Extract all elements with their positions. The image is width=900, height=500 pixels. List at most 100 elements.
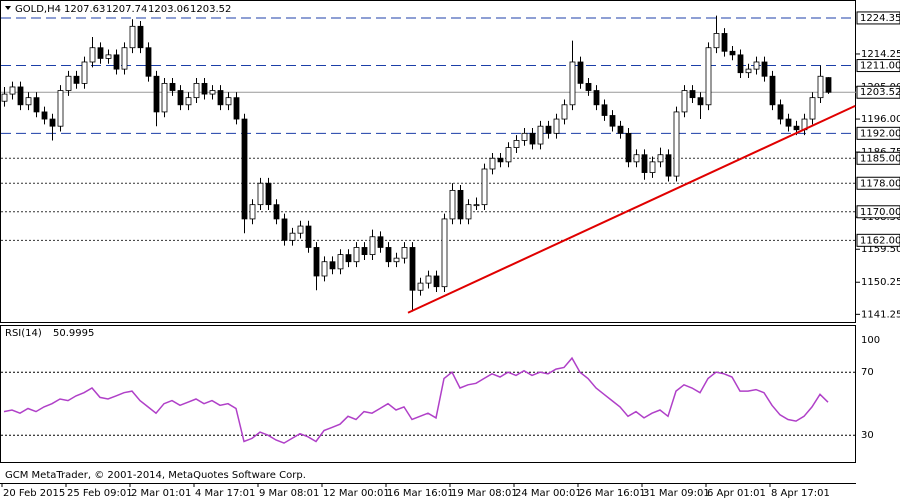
candle-body (497, 157, 504, 163)
y-tick-label: 1150.25 (861, 277, 900, 288)
rsi-tick-label: 70 (861, 367, 874, 378)
candle-body (561, 104, 568, 120)
menu-icon (5, 6, 11, 10)
rsi-tick-label: 100 (861, 335, 880, 346)
candle-body (697, 97, 704, 106)
candle-body (177, 90, 184, 106)
y-tick-label: 1159.50 (861, 244, 900, 255)
candle-body (825, 77, 832, 93)
candle-body (569, 61, 576, 106)
x-tick-label: 31 Mar 09:01 (643, 488, 710, 499)
candle-body (665, 154, 672, 177)
x-tick-label: 4 Mar 17:01 (195, 488, 255, 499)
candle-body (737, 54, 744, 74)
level-box (856, 151, 900, 165)
candle-body (361, 247, 368, 255)
x-tick-label: 12 Mar 00:01 (323, 488, 390, 499)
candle-body (201, 82, 208, 95)
candle-body (377, 236, 384, 248)
candle-body (129, 25, 136, 49)
candle-body (401, 247, 408, 259)
candle-body (249, 204, 256, 220)
candle-body (649, 161, 656, 173)
level-box (856, 59, 900, 73)
candle-body (785, 118, 792, 127)
candle-body (481, 168, 488, 206)
candle-body (369, 236, 376, 255)
candle-body (489, 157, 496, 170)
candle-body (297, 225, 304, 234)
candle-body (585, 82, 592, 91)
candle-body (1, 93, 8, 102)
level-box (856, 11, 900, 25)
candle-body (353, 247, 360, 263)
candle-body (257, 182, 264, 206)
candle-body (41, 111, 48, 120)
candle-body (161, 82, 168, 113)
rsi-tick-label: 30 (861, 430, 874, 441)
candle-body (769, 75, 776, 106)
candle-body (313, 247, 320, 277)
candle-body (609, 115, 616, 127)
candle-body (145, 47, 152, 77)
candle-body (345, 254, 352, 263)
level-label: 1170.00 (860, 207, 900, 218)
candle-body (777, 104, 784, 120)
candle-body (113, 54, 120, 70)
candle-body (745, 68, 752, 74)
candle-body (545, 125, 552, 134)
close-value: 1203.52 (190, 4, 231, 15)
x-tick-label: 24 Mar 00:01 (515, 488, 582, 499)
level-box (856, 176, 900, 190)
candle-body (441, 218, 448, 288)
candle-body (57, 90, 64, 127)
x-tick-label: 9 Mar 08:01 (259, 488, 319, 499)
candle-body (393, 257, 400, 263)
x-tick-label: 2 Mar 01:01 (131, 488, 191, 499)
candle-body (505, 147, 512, 163)
candle-body (465, 204, 472, 220)
price-panel (0, 0, 856, 323)
candle-body (681, 90, 688, 113)
candle-body (729, 50, 736, 56)
level-box (856, 233, 900, 247)
rsi-value: 50.9995 (53, 328, 94, 339)
price-label: 1203.52 (860, 87, 900, 98)
candle-body (449, 189, 456, 220)
candle-body (417, 282, 424, 291)
y-tick-label: 1141.25 (861, 309, 900, 320)
candle-body (49, 118, 56, 127)
candle-body (225, 97, 232, 106)
candle-body (105, 54, 112, 59)
candle-body (241, 118, 248, 220)
rsi-panel (0, 325, 856, 463)
symbol: GOLD,H4 (15, 4, 61, 15)
level-box (856, 126, 900, 140)
candle-body (521, 132, 528, 141)
candle-body (625, 132, 632, 163)
x-tick-label: 19 Mar 08:01 (451, 488, 518, 499)
candle-body (513, 140, 520, 148)
candle-body (473, 204, 480, 207)
level-label: 1185.00 (860, 153, 900, 164)
candle-body (641, 154, 648, 173)
x-tick-label: 16 Mar 16:01 (387, 488, 454, 499)
level-label: 1178.00 (860, 178, 900, 189)
y-tick-label: 1214.25 (861, 49, 900, 60)
candle-body (33, 97, 40, 113)
x-tick-label: 25 Feb 09:01 (67, 488, 133, 499)
open-value: 1207.63 (64, 4, 105, 15)
level-label: 1162.00 (860, 235, 900, 246)
candle-body (657, 154, 664, 163)
candle-body (121, 47, 128, 70)
y-tick-label: 1196.00 (861, 114, 900, 125)
level-label: 1211.00 (860, 61, 900, 72)
candle-body (721, 33, 728, 52)
candle-body (25, 97, 32, 106)
candle-body (753, 61, 760, 70)
candle-body (601, 104, 608, 116)
level-box (856, 205, 900, 219)
rsi-line (3, 356, 829, 444)
candle-body (97, 47, 104, 59)
copyright: GCM MetaTrader, © 2001-2014, MetaQuotes … (5, 470, 306, 481)
